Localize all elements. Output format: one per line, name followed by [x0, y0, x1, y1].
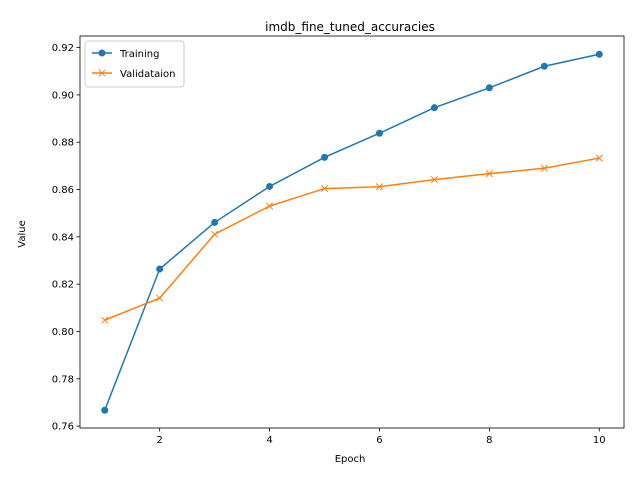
axes-frame — [79, 35, 625, 429]
x-tick-label: 10 — [593, 435, 606, 446]
y-tick-label: 0.76 — [52, 422, 74, 433]
data-point — [266, 182, 274, 190]
data-point — [266, 202, 274, 210]
y-tick-label: 0.80 — [52, 327, 74, 338]
x-tick-label: 8 — [486, 435, 492, 446]
data-point — [595, 154, 603, 162]
series-line-validataion — [104, 157, 600, 321]
chart-title: imdb_fine_tuned_accuracies — [265, 20, 435, 34]
y-axis-label: Value — [17, 220, 28, 247]
legend-marker — [98, 69, 106, 77]
data-point — [485, 170, 493, 178]
data-point — [156, 294, 164, 302]
legend — [84, 40, 185, 88]
y-tick-label: 0.92 — [52, 43, 74, 54]
data-point — [321, 153, 329, 161]
y-tick-label: 0.84 — [52, 232, 74, 243]
data-point — [375, 183, 384, 191]
data-point — [540, 62, 548, 70]
data-point — [540, 164, 548, 172]
data-point — [101, 316, 109, 324]
data-point — [156, 265, 164, 273]
x-axis-label: Epoch — [335, 454, 366, 465]
y-tick-label: 0.86 — [52, 185, 74, 196]
y-tick-label: 0.78 — [52, 374, 74, 385]
data-point — [430, 176, 438, 184]
x-tick-label: 2 — [156, 435, 162, 446]
y-tick-label: 0.90 — [52, 90, 74, 101]
data-point — [211, 218, 219, 226]
legend-label: Training — [119, 49, 159, 60]
series-line-training — [104, 53, 600, 411]
x-tick-label: 4 — [266, 435, 272, 446]
data-point — [485, 84, 493, 92]
data-point — [375, 129, 383, 137]
y-tick-label: 0.82 — [52, 280, 74, 291]
legend-marker — [98, 49, 106, 57]
data-point — [430, 104, 438, 112]
data-point — [211, 230, 219, 238]
legend-label: Validataion — [120, 69, 176, 80]
data-point — [320, 185, 329, 193]
y-tick-label: 0.88 — [52, 138, 74, 149]
x-tick-label: 6 — [376, 435, 382, 446]
data-point — [101, 406, 109, 414]
data-point — [595, 50, 603, 58]
plot-area: 2 4 6 8 10 0.76 0.78 0.80 0.82 0.84 0.86 0.88 0.90 0.… — [52, 35, 625, 446]
